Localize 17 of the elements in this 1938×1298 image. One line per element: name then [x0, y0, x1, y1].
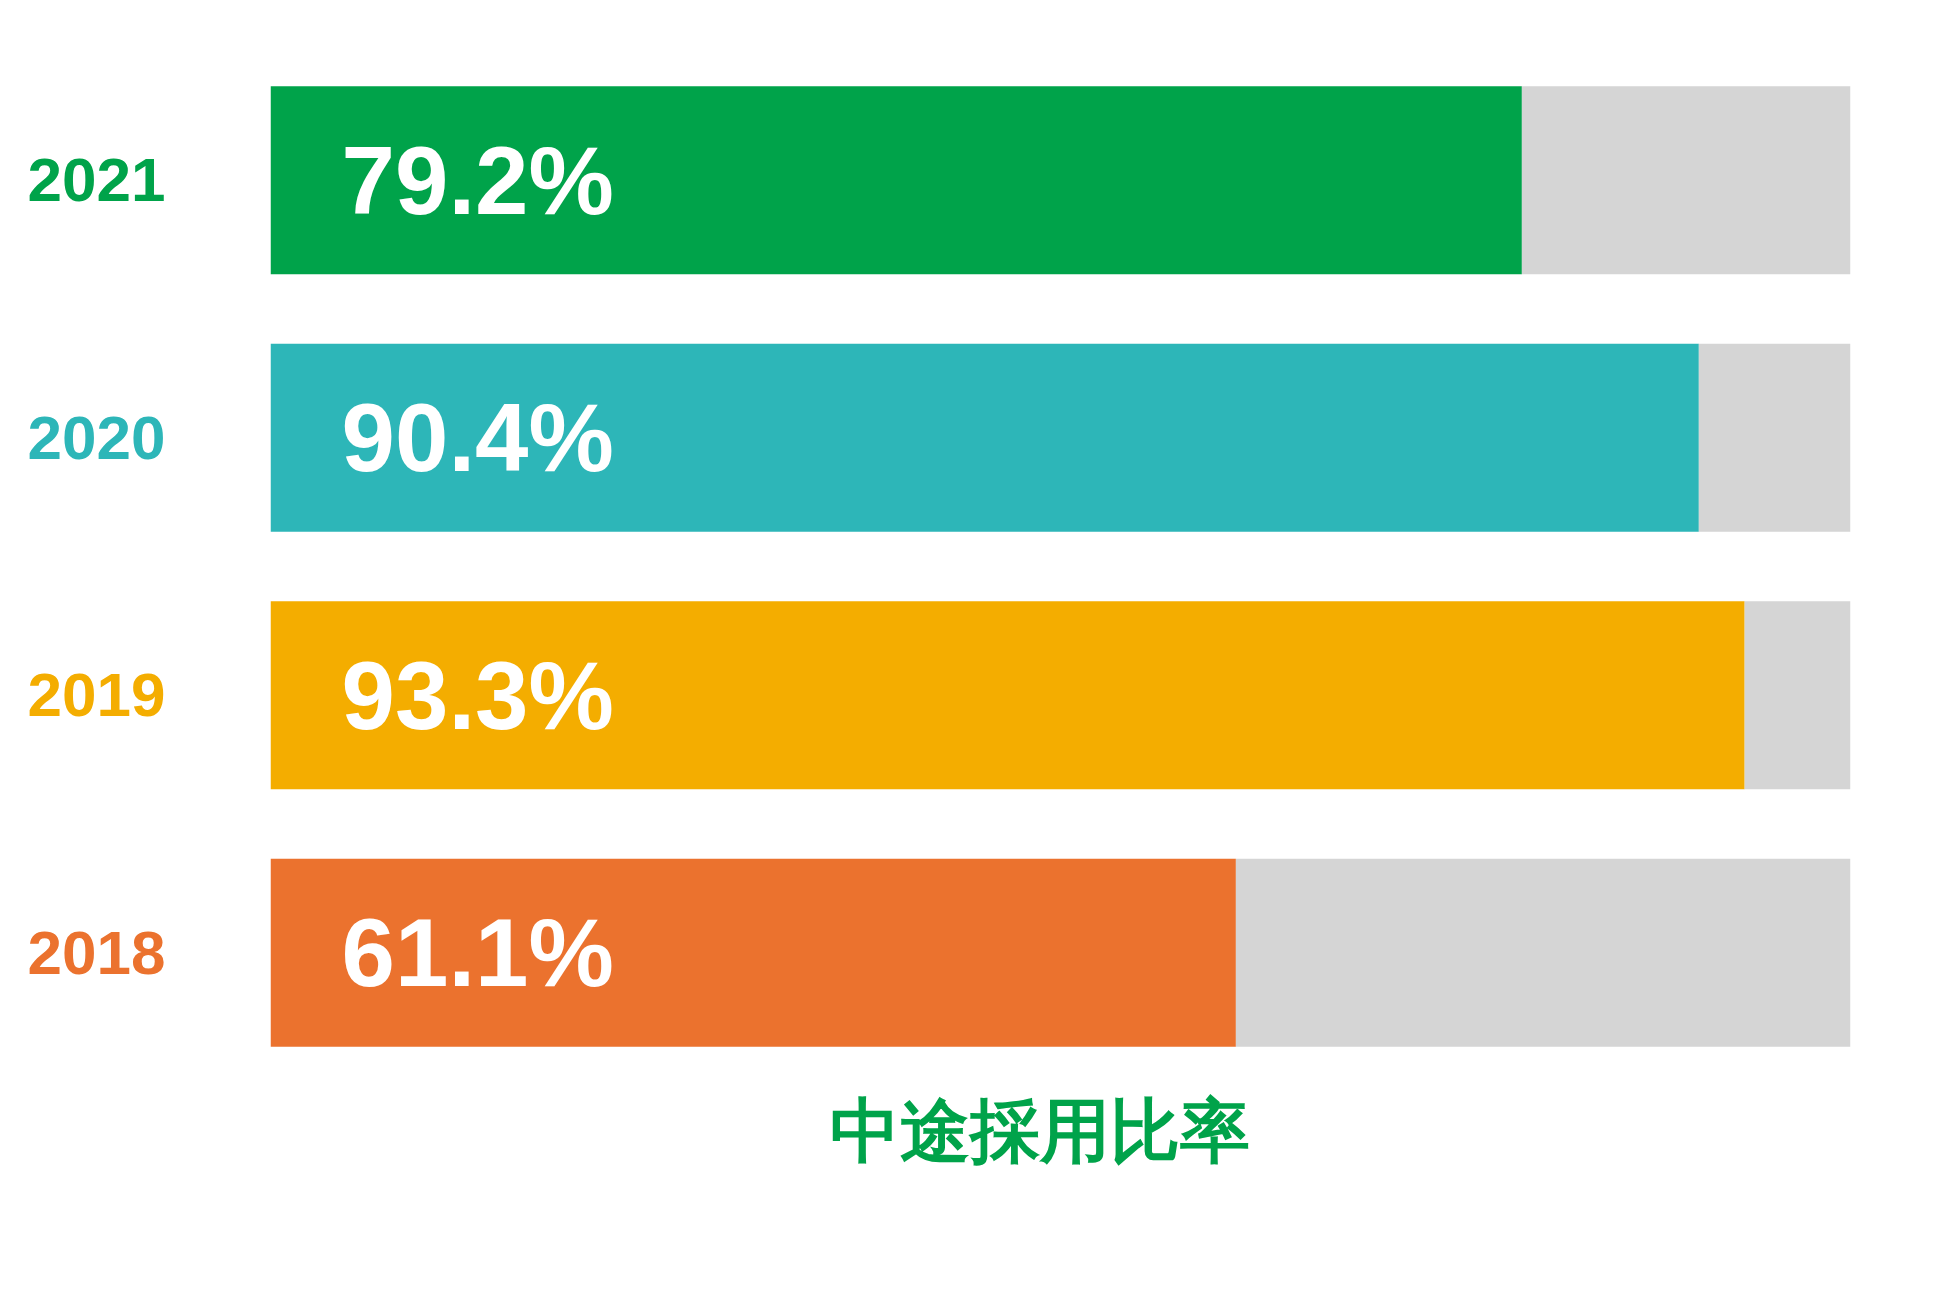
- bar: [1698, 343, 1851, 532]
- data-label: 79.2%: [341, 126, 614, 234]
- data-label: 93.3%: [341, 641, 614, 749]
- y-tick-label: 2021: [27, 145, 166, 215]
- bar: [270, 86, 1522, 275]
- bar: [270, 343, 1699, 532]
- y-tick-label: 2020: [27, 402, 166, 472]
- data-label: 61.1%: [341, 899, 614, 1007]
- bar: [1235, 858, 1851, 1047]
- bar: [270, 601, 1745, 790]
- bar: [1521, 86, 1851, 275]
- bar: [270, 858, 1236, 1047]
- text: 中途採用比率: [830, 1089, 1250, 1172]
- data-label: 90.4%: [341, 384, 614, 492]
- y-tick-label: 2019: [27, 660, 166, 730]
- bar: [1744, 601, 1851, 790]
- y-tick-label: 2018: [27, 917, 166, 987]
